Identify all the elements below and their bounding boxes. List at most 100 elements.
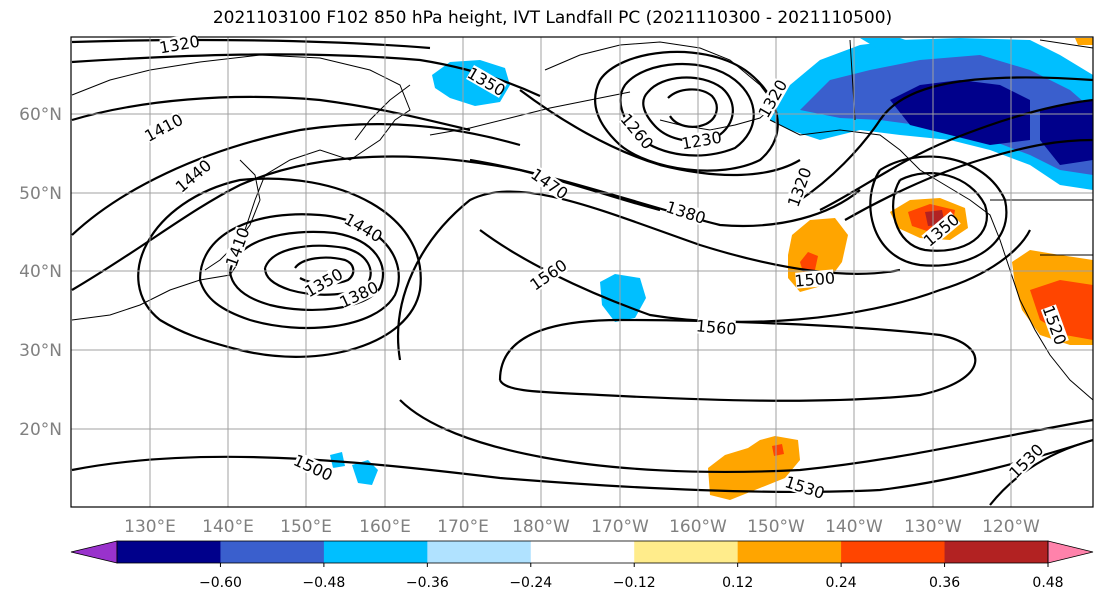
colorbar-segment — [944, 541, 1049, 563]
colorbar-extend-min — [70, 540, 118, 564]
contour-1320-top — [71, 38, 431, 50]
colorbar-tick-label: −0.24 — [509, 575, 552, 591]
latitude-label: 50°N — [19, 184, 62, 204]
contour-1320-ne — [799, 76, 1094, 201]
longitude-label: 140°E — [202, 517, 254, 537]
colorbar-segment — [220, 541, 325, 563]
negative-anomaly-small-2 — [330, 452, 345, 468]
positive-anomaly-top-corner — [1075, 38, 1093, 45]
contour-label: 1560 — [695, 316, 737, 338]
contour-label-background — [143, 111, 185, 144]
longitude-label: 150°E — [280, 517, 332, 537]
colorbar: −0.60 −0.48 −0.36 −0.24 −0.12 0.12 0.24 0.36 0.4… — [70, 540, 1094, 591]
contour-label-background — [784, 473, 826, 501]
low-alaska-outer — [594, 50, 779, 172]
colorbar-extend-max — [1047, 540, 1094, 564]
contour-label-background — [681, 128, 722, 152]
contour-label: 1500 — [291, 451, 336, 485]
contour-label: 1410 — [141, 110, 186, 146]
contour-1500-south — [71, 438, 1094, 494]
colorbar-outline — [116, 540, 1049, 564]
low-japan-outer — [137, 177, 422, 358]
chart-title: 2021103100 F102 850 hPa height, IVT Land… — [212, 8, 893, 28]
contour-label: 1320 — [158, 32, 201, 58]
contour-label: 1560 — [526, 255, 570, 294]
colorbar-tick-label: −0.48 — [302, 575, 345, 591]
coastline-kamchatka — [354, 84, 411, 141]
contour-label-background — [1040, 304, 1069, 346]
latitude-label: 60°N — [19, 105, 62, 125]
contour-label-background — [528, 257, 569, 292]
low-japan-2 — [228, 230, 385, 312]
contour-1470 — [71, 155, 661, 291]
low-japan-1 — [198, 213, 400, 329]
colorbar-tick-label: 0.24 — [826, 575, 857, 591]
positive-anomaly-gulf-core — [800, 252, 818, 272]
positive-anomaly-california-core — [1030, 280, 1093, 340]
positive-anomaly-hawaii-core — [772, 444, 784, 456]
contour-1560-south — [498, 318, 977, 402]
contour-label-background — [795, 269, 835, 289]
colorbar-tick-label: −0.12 — [613, 575, 656, 591]
contour-label-background — [159, 32, 200, 56]
contour-1530 — [399, 399, 1094, 473]
latitude-labels: 60°N 50°N 40°N 30°N 20°N — [19, 105, 62, 440]
colorbar-segment — [427, 541, 532, 563]
contour-label-background — [921, 211, 961, 249]
contour-label-background — [303, 265, 344, 299]
colorbar-tick-label: 0.36 — [929, 575, 960, 591]
colorbar-tick-label: 0.48 — [1032, 575, 1063, 591]
contour-label: 1440 — [341, 209, 386, 246]
colorbar-segment — [323, 541, 428, 563]
contour-1410 — [71, 95, 471, 132]
longitude-label: 120°W — [982, 517, 1040, 537]
contour-label-background — [338, 279, 380, 310]
longitude-label: 160°W — [669, 517, 727, 537]
coastline-japan — [204, 159, 261, 271]
colorbar-tick-label: −0.60 — [199, 575, 242, 591]
colorbar-segment — [530, 541, 635, 563]
longitude-label: 170°E — [437, 517, 489, 537]
contour-label: 1380 — [663, 197, 708, 228]
latitude-label: 40°N — [19, 262, 62, 282]
contour-label: 1500 — [794, 268, 836, 290]
coastline-canada-interior — [849, 39, 1094, 256]
high-bc-2 — [869, 155, 1008, 267]
contour-1380-ne — [844, 138, 1094, 221]
coastline-north-america — [769, 119, 1094, 401]
longitude-label: 170°W — [591, 517, 649, 537]
contour-label: 1230 — [680, 128, 723, 154]
negative-anomaly-deep-alaska — [890, 80, 1030, 145]
contour-label-background — [173, 157, 213, 195]
colorbar-tick-label: −0.36 — [406, 575, 449, 591]
negative-anomaly-darkest — [1040, 100, 1093, 165]
contour-label-background — [665, 198, 707, 226]
longitude-label: 130°W — [904, 517, 962, 537]
contour-label-background — [343, 210, 384, 244]
contour-label: 1470 — [527, 164, 571, 203]
map-frame — [70, 36, 1094, 508]
contour-label-background — [292, 452, 334, 483]
colorbar-segment — [117, 541, 221, 563]
shaded-anomaly-layer — [330, 38, 1093, 500]
contour-label-background — [755, 78, 789, 119]
contour-1440 — [71, 123, 521, 236]
colorbar-segment — [634, 541, 739, 563]
latitude-label: 20°N — [19, 420, 62, 440]
contour-label-background — [785, 166, 814, 208]
contour-label-background — [466, 64, 507, 98]
contour-label-background — [696, 317, 736, 337]
longitude-label: 180°W — [512, 517, 570, 537]
colorbar-tick-label: 0.12 — [722, 575, 753, 591]
contour-label-background — [618, 111, 656, 151]
negative-anomaly-bering — [432, 60, 510, 106]
graticule — [71, 37, 1093, 507]
longitude-labels: 130°E 140°E 150°E 160°E 170°E 180°W 170°W 160°W… — [124, 517, 1040, 537]
latitude-label: 30°N — [19, 341, 62, 361]
contour-1350-ne — [819, 98, 1094, 211]
coastline-asia — [71, 54, 411, 321]
contour-label-background — [1006, 441, 1045, 480]
high-bc-1 — [892, 172, 988, 252]
negative-anomaly-small-1 — [352, 460, 378, 485]
